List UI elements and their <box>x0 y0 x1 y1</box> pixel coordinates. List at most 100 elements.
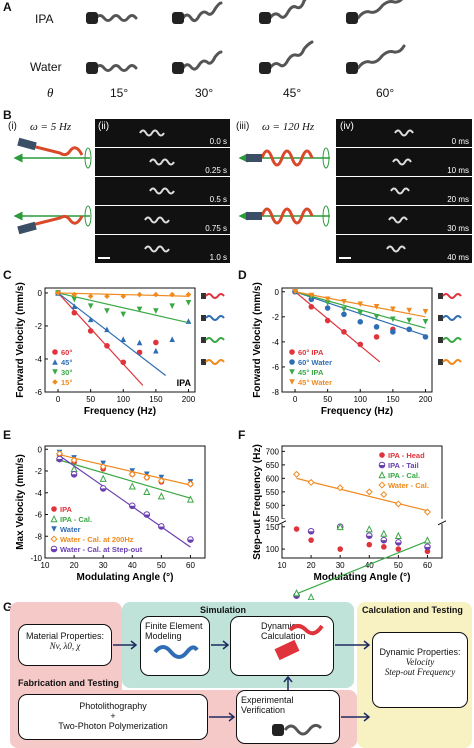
point-s1-5 <box>157 492 165 500</box>
point-s2-3 <box>365 525 373 533</box>
fem-box: Finite Element Modeling <box>140 616 210 676</box>
legend-label-1: 60° Water <box>298 358 332 367</box>
point-s1-1-fill <box>308 531 314 535</box>
still-ii-2: 0.5 s <box>95 177 230 205</box>
point-s2-6 <box>390 316 396 323</box>
point-s1-2 <box>324 305 331 311</box>
y-axis-label: Max Velocity (mm/s) <box>15 454 26 550</box>
point-s3-7 <box>169 291 175 298</box>
y-axis-label: Forward Velocity (mm/s) <box>15 282 26 398</box>
helix-icon-head-1 <box>438 315 443 321</box>
legend-marker-0 <box>52 349 58 355</box>
x-tick-label-1: 20 <box>307 561 316 570</box>
x-tick-label-3: 150 <box>149 395 163 404</box>
still-ii-3: 0.75 s <box>95 206 230 234</box>
point-s3-1 <box>307 478 315 486</box>
point-s1-0-fill <box>293 595 300 599</box>
point-s0-1 <box>308 303 315 310</box>
point-s0-3 <box>366 541 373 548</box>
helix-icon-head-0 <box>438 293 443 299</box>
material-properties-box: Material Properties: Nv, λ0, χ <box>18 624 112 666</box>
fit-line-1 <box>59 459 191 499</box>
legend-label-0: 60° IPA <box>298 348 324 357</box>
x-tick-label-2: 30 <box>336 561 345 570</box>
legend-marker-1 <box>289 359 295 365</box>
point-s3-6 <box>390 306 396 313</box>
time-iv-2: 20 ms <box>447 195 469 204</box>
point-s4-5-fill <box>158 526 165 530</box>
helix-icon-3 <box>442 359 462 365</box>
point-s1-5 <box>136 339 143 346</box>
x-tick-label-5: 60 <box>186 561 195 570</box>
still-ii-0: 0.0 s <box>95 119 230 147</box>
point-s1-6 <box>153 347 159 354</box>
legend-label-3: Water - Cal. <box>388 481 429 490</box>
stepout-label: Step-out Frequency <box>384 667 456 677</box>
angle-15: 15° <box>110 86 129 100</box>
point-s0-2 <box>324 317 331 324</box>
chart-d: 0 50 100 150 200 0 -2 -4 -6 -8 Frequency (Hz) Forwa… <box>252 282 462 417</box>
y-tick-label-1: -2 <box>35 322 43 331</box>
point-s4-3-fill <box>129 505 136 509</box>
point-s4-0-fill <box>56 459 63 462</box>
point-s2-5 <box>394 531 402 540</box>
point-s4-6-fill <box>187 539 194 543</box>
point-s1-1 <box>71 303 78 309</box>
x-tick-label-3: 40 <box>365 561 374 570</box>
point-s1-2 <box>99 474 107 482</box>
helix-icon-1 <box>442 315 462 321</box>
point-s2-4 <box>380 529 388 537</box>
y-tick-label-4: -8 <box>272 388 280 397</box>
y-tick-label-5: -10 <box>30 554 42 563</box>
helix-water-60 <box>356 44 406 70</box>
legend-label-0: IPA <box>60 505 73 514</box>
x-tick-label-3: 40 <box>128 561 137 570</box>
material-params: Nv, λ0, χ <box>49 641 81 651</box>
y-tick-label-0: 0 <box>38 289 43 298</box>
fit-line-2 <box>57 292 189 324</box>
point-s3-6 <box>423 508 431 516</box>
calculation-header: Calculation and Testing <box>362 605 463 615</box>
time-ii-1: 0.25 s <box>205 166 227 175</box>
point-s3-7 <box>406 307 412 314</box>
dynamic-properties-box: Dynamic Properties: Velocity Step-out Fr… <box>372 632 468 708</box>
y-tick-label-2: 450 <box>266 515 280 524</box>
point-s3-4 <box>380 491 388 499</box>
fit-line-3 <box>59 454 191 486</box>
point-s3-2 <box>324 296 331 303</box>
legend-marker-2 <box>51 526 57 532</box>
simulation-header: Simulation <box>200 605 247 615</box>
point-s4-1-fill <box>71 474 77 478</box>
experimental-box: Experimental Verification <box>236 690 340 744</box>
y-tick-label-2: -4 <box>272 338 280 347</box>
point-s0-5 <box>373 334 380 340</box>
sub-iii: (iii) <box>236 121 250 132</box>
point-s3-5 <box>157 477 165 485</box>
arrow-dyncalc-props <box>335 640 371 650</box>
point-s3-4 <box>120 293 127 300</box>
y-axis-label: Forward Velocity (mm/s) <box>252 282 263 398</box>
row-label-water: Water <box>30 60 62 74</box>
point-s0-2 <box>87 328 94 334</box>
y-tick-label-1: 150 <box>266 523 280 532</box>
point-s3-3 <box>365 488 373 496</box>
point-s0-3 <box>341 329 347 335</box>
still-iv-0: 0 ms <box>336 119 472 147</box>
point-s0-1 <box>71 309 78 316</box>
legend-marker-2 <box>52 369 58 375</box>
helix-ipa-30 <box>181 1 223 23</box>
plus-label: + <box>110 711 116 721</box>
schematic-iii-top <box>238 147 330 169</box>
point-s2-0 <box>292 589 301 597</box>
legend-label-2: 30° <box>61 368 72 377</box>
time-iv-3: 30 ms <box>447 224 469 233</box>
point-s2-3 <box>341 306 347 313</box>
legend-marker-3 <box>289 379 295 385</box>
point-s3-6 <box>186 480 194 488</box>
x-tick-label-5: 60 <box>423 561 432 570</box>
point-s3-3 <box>104 293 110 300</box>
point-s1-4-fill <box>381 540 387 543</box>
point-s2-2 <box>336 522 344 531</box>
point-s3-0 <box>292 288 298 295</box>
sub-iv: (iv) <box>340 121 354 132</box>
